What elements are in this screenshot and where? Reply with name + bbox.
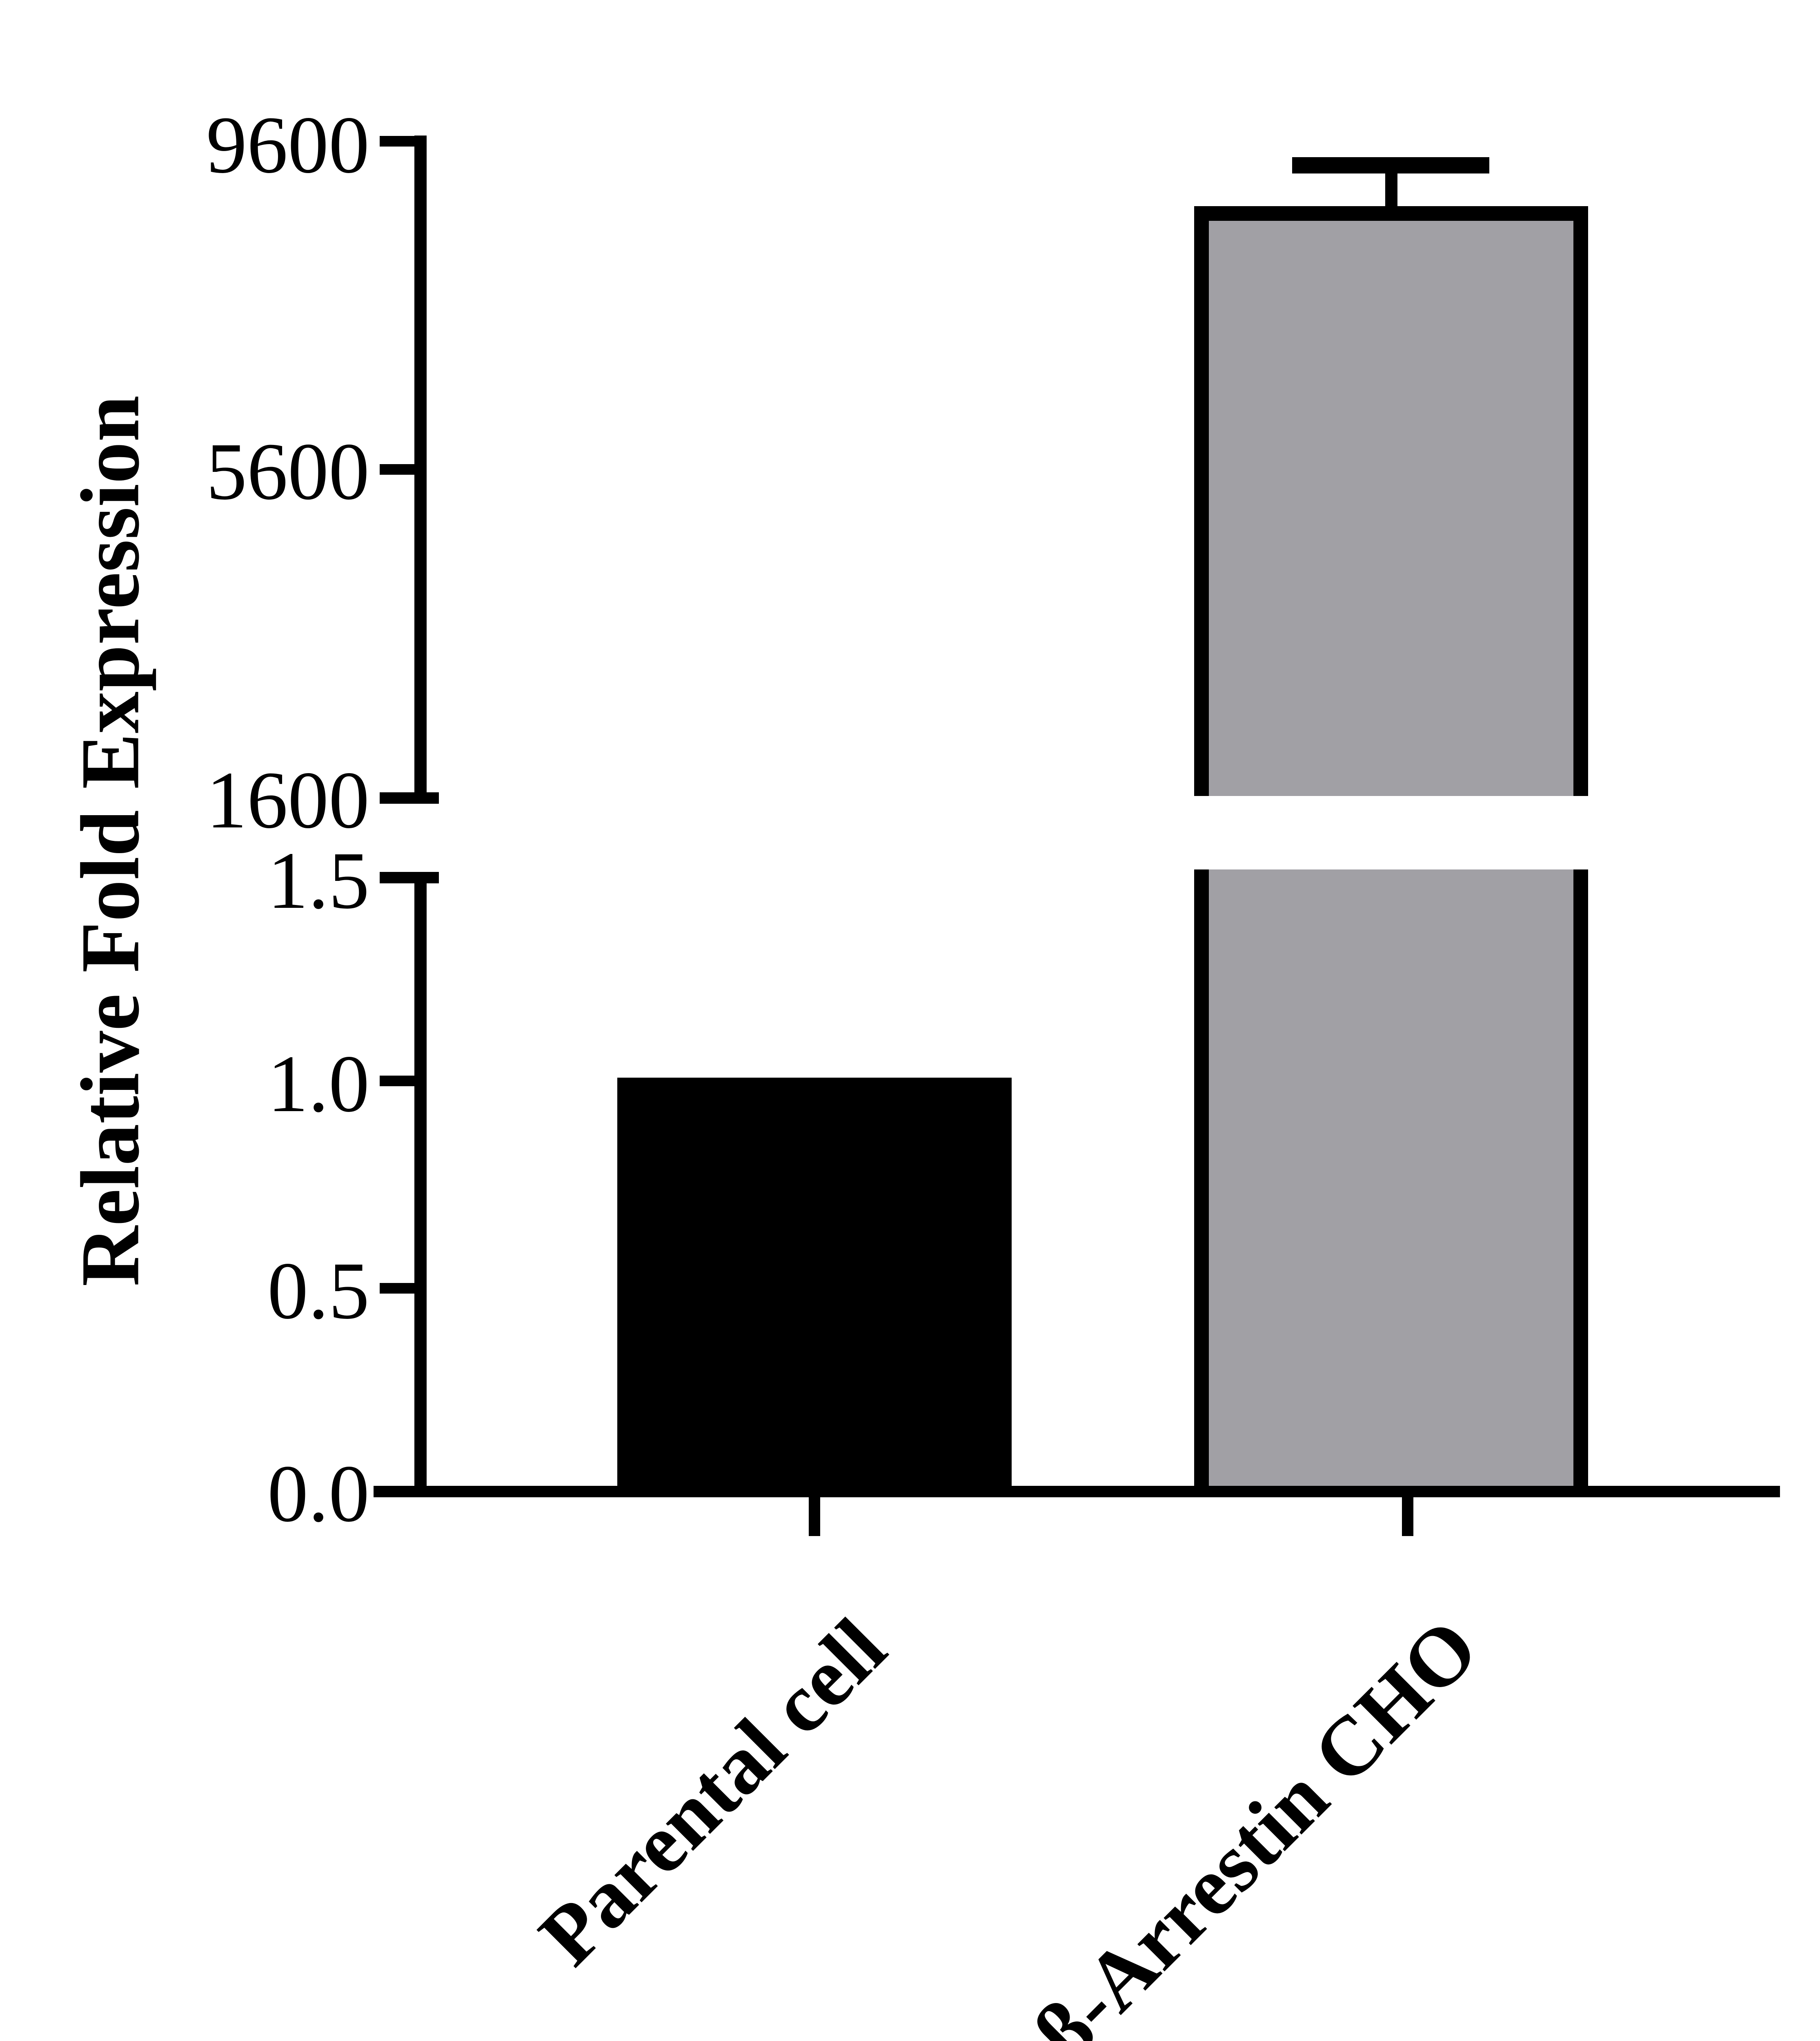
y-axis-line-lower-segment	[414, 872, 427, 1497]
y-tick-label-1p5: 1.5	[267, 836, 369, 926]
y-tick-1600-break-cap	[380, 792, 439, 804]
bar-parental-cell	[617, 1078, 1012, 1486]
y-axis-line-upper-segment	[414, 136, 427, 804]
error-bar-cap	[1292, 157, 1489, 173]
y-axis-title: Relative Fold Expression	[64, 395, 157, 1287]
y-tick-label-0p5: 0.5	[267, 1246, 369, 1336]
y-tick-0p5	[380, 1283, 414, 1294]
bar-nk2r-upper-segment	[1194, 206, 1588, 796]
y-tick-label-1600: 1600	[206, 755, 369, 845]
x-axis-line	[374, 1486, 1780, 1497]
x-label-nk2r: NK2R β-Arrestin CHO	[841, 1601, 1495, 2041]
x-tick-parental-cell	[809, 1497, 820, 1536]
x-tick-nk2r	[1402, 1497, 1413, 1536]
y-tick-label-9600: 9600	[206, 100, 369, 190]
y-tick-label-1p0: 1.0	[267, 1039, 369, 1129]
y-tick-5600	[380, 464, 414, 475]
y-tick-label-0p0: 0.0	[267, 1449, 369, 1539]
x-label-parental-cell: Parental cell	[522, 1601, 903, 1983]
y-tick-1p0	[380, 1076, 414, 1086]
y-tick-9600	[380, 136, 414, 147]
y-tick-1p5-break-cap	[380, 872, 439, 883]
bar-nk2r-lower-segment	[1194, 869, 1588, 1486]
y-tick-label-5600: 5600	[206, 427, 369, 517]
